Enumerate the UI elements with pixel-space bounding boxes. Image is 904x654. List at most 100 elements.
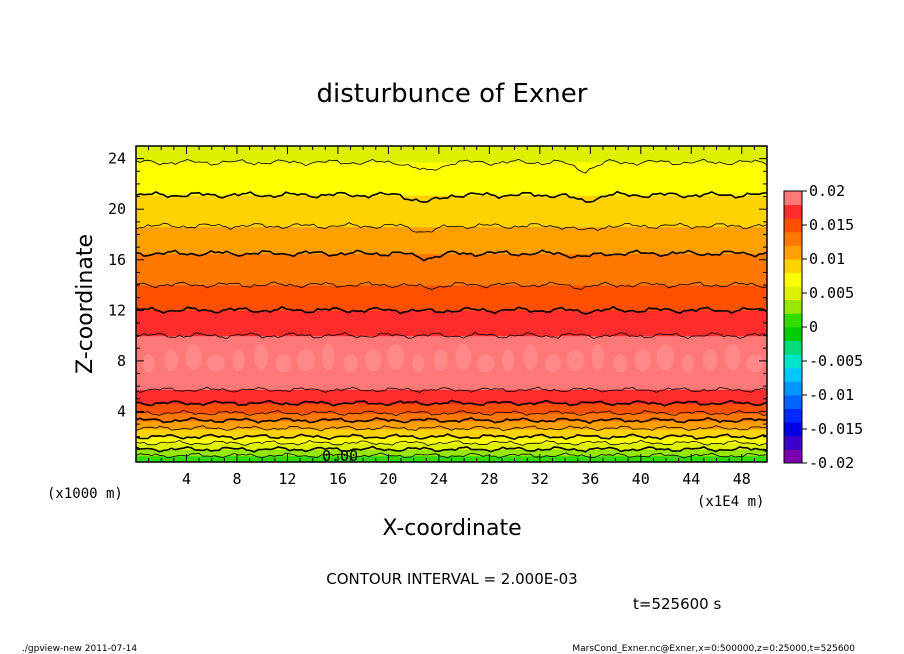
contour-band [136, 449, 767, 452]
contour-band [136, 269, 767, 272]
y-tick-label: 8 [117, 352, 126, 370]
contour-band [136, 307, 767, 310]
contour-band [136, 420, 767, 424]
contour-band [136, 414, 767, 417]
contour-line [136, 305, 767, 315]
contour-band [136, 452, 767, 455]
contour-band [136, 190, 767, 193]
contour-band [136, 450, 767, 454]
contour-band [136, 297, 767, 300]
contour-band [136, 351, 767, 354]
x-tick-label: 12 [278, 470, 296, 488]
contour-band [136, 433, 767, 436]
contour-line [136, 452, 767, 459]
contour-band [136, 436, 767, 439]
contour-band [136, 226, 767, 229]
x-tick-label: 24 [430, 470, 448, 488]
contour-band [136, 322, 767, 326]
contour-band [136, 379, 767, 383]
contour-band [136, 422, 767, 425]
contour-line [136, 190, 767, 204]
contour-band [136, 150, 767, 153]
max-region [232, 349, 245, 372]
contour-band [136, 376, 767, 379]
contour-band [136, 345, 767, 348]
contour-band [136, 319, 767, 322]
contour-band [136, 455, 767, 458]
footer-right: MarsCond_Exner.nc@Exner,x=0:500000,z=0:2… [572, 644, 855, 654]
colorbar: 0.02 0.015 0.01 0.005 0 -0.005 -0.01 -0.015 -0.0… [783, 182, 863, 472]
chart-title: disturbunce of Exner [317, 79, 588, 109]
y-tick-label: 12 [108, 301, 126, 319]
contour-band [136, 389, 767, 392]
colorbar-band [784, 354, 802, 369]
contour-band [136, 408, 767, 411]
contour-line [136, 439, 767, 447]
contour-band [136, 443, 767, 446]
contour-band [136, 264, 767, 267]
y-tick-label: 16 [108, 251, 126, 269]
filled-contours [136, 146, 767, 462]
contour-band [136, 304, 767, 307]
y-tick-label: 4 [117, 402, 126, 420]
contour-band [136, 430, 767, 433]
contour-band [136, 236, 767, 239]
contour-band [136, 180, 767, 183]
contour-band [136, 202, 767, 206]
contour-band [136, 368, 767, 371]
contour-band [136, 390, 767, 394]
max-region [322, 344, 335, 371]
max-region [476, 354, 495, 373]
contour-band [136, 409, 767, 413]
contour-band [136, 326, 767, 329]
max-region [703, 349, 718, 372]
contour-band [136, 427, 767, 430]
contour-band [136, 405, 767, 408]
max-region [185, 344, 202, 371]
colorbar-band [784, 449, 802, 464]
contour-band [136, 299, 767, 302]
colorbar-band [784, 367, 802, 382]
contour-band [136, 210, 767, 213]
contour-band [136, 370, 767, 373]
contour-band [136, 313, 767, 316]
contour-band [136, 352, 767, 356]
contour-band [136, 311, 767, 315]
contour-band [136, 373, 767, 376]
contour-band [136, 416, 767, 419]
contour-band [136, 273, 767, 277]
colorbar-band [784, 245, 802, 260]
colorbar-bands [784, 191, 802, 464]
y-unit-label: (x1000 m) [47, 486, 123, 502]
contour-band [136, 425, 767, 428]
colorbar-band [784, 299, 802, 314]
contour-band [136, 213, 767, 217]
contour-band [136, 223, 767, 226]
contour-line [136, 433, 767, 441]
contour-interval-note: CONTOUR INTERVAL = 2.000E-03 [326, 570, 577, 588]
contour-band [136, 231, 767, 234]
contour-band [136, 237, 767, 240]
contour-band [136, 168, 767, 171]
contour-band [136, 381, 767, 384]
x-unit-label: (x1E4 m) [697, 494, 764, 510]
colorbar-band [784, 435, 802, 450]
contour-band [136, 316, 767, 319]
max-region [523, 344, 538, 371]
contour-band [136, 367, 767, 370]
contour-band [136, 183, 767, 187]
colorbar-label: 0.02 [809, 182, 845, 200]
contour-band [136, 278, 767, 281]
colorbar-label: 0.005 [809, 284, 854, 302]
contour-band [136, 305, 767, 308]
contour-band [136, 245, 767, 248]
contour-band [136, 300, 767, 304]
max-region [724, 344, 741, 371]
colorbar-labels: 0.02 0.015 0.01 0.005 0 -0.005 -0.01 -0.015 -0.0… [802, 182, 863, 472]
colorbar-band [784, 218, 802, 233]
contour-band [136, 324, 767, 327]
contour-band [136, 281, 767, 285]
contour-line [136, 416, 767, 425]
contour-band [136, 221, 767, 225]
contour-band [136, 239, 767, 242]
